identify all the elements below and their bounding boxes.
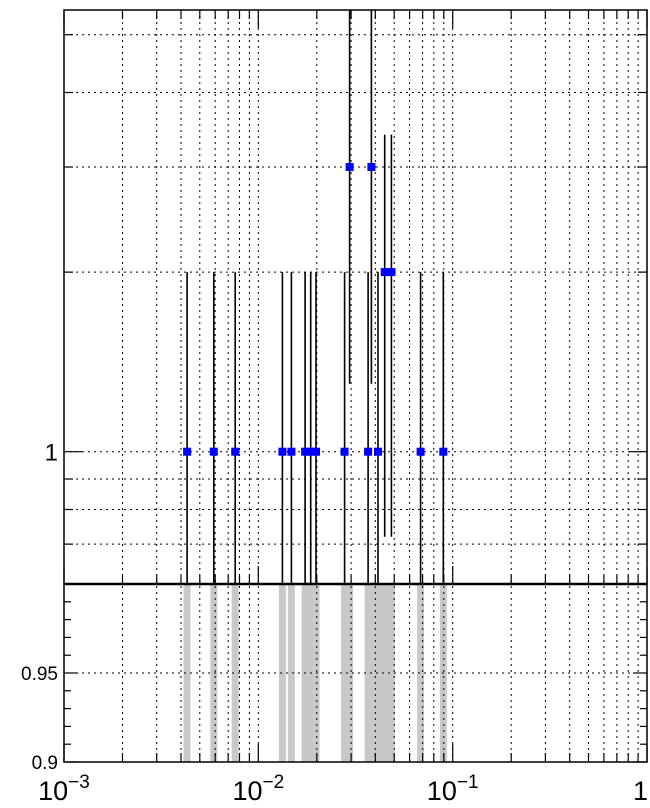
ticks bbox=[63, 10, 648, 763]
y-tick-label: 0.95 bbox=[21, 664, 58, 685]
ratio-band bbox=[381, 584, 389, 762]
data-point bbox=[380, 268, 389, 277]
data-point bbox=[374, 447, 382, 456]
ratio-band bbox=[231, 584, 239, 762]
frames bbox=[63, 9, 648, 763]
data-point bbox=[301, 447, 310, 456]
ratio-band bbox=[287, 584, 295, 762]
data-point bbox=[439, 447, 448, 456]
ratio-band bbox=[210, 584, 218, 762]
x-tick-label: 1 bbox=[633, 776, 648, 806]
data-point bbox=[231, 447, 240, 456]
top-pad-frame bbox=[63, 9, 648, 585]
tick-labels: 1 0.95 0.910−3 10−2 10−1 1 bbox=[21, 440, 648, 806]
data-point bbox=[387, 268, 396, 277]
y-tick-label: 0.9 bbox=[32, 753, 58, 774]
grid bbox=[63, 10, 648, 762]
ratio-band bbox=[278, 584, 286, 762]
data-point bbox=[364, 447, 373, 456]
data-point bbox=[287, 447, 296, 456]
ratio-band bbox=[417, 584, 425, 762]
x-tick-label: 10−3 bbox=[38, 772, 90, 806]
data-point bbox=[209, 447, 218, 456]
data-point bbox=[183, 447, 192, 456]
x-tick-label: 10−1 bbox=[427, 772, 479, 806]
data-point bbox=[416, 447, 425, 456]
ratio-band bbox=[341, 584, 349, 762]
error-bars bbox=[186, 10, 445, 584]
bottom-pad-frame bbox=[63, 583, 648, 763]
data-points bbox=[183, 163, 448, 456]
ratio-band bbox=[387, 584, 395, 762]
ratio-band bbox=[346, 584, 354, 762]
data-point bbox=[278, 447, 287, 456]
x-tick-label: 10−2 bbox=[233, 772, 285, 806]
y-tick-label: 1 bbox=[45, 440, 58, 467]
data-point bbox=[306, 447, 315, 456]
data-point bbox=[340, 447, 349, 456]
data-point bbox=[312, 447, 320, 456]
ratio-band bbox=[183, 584, 191, 762]
data-point bbox=[345, 163, 354, 171]
data-point bbox=[367, 163, 376, 171]
